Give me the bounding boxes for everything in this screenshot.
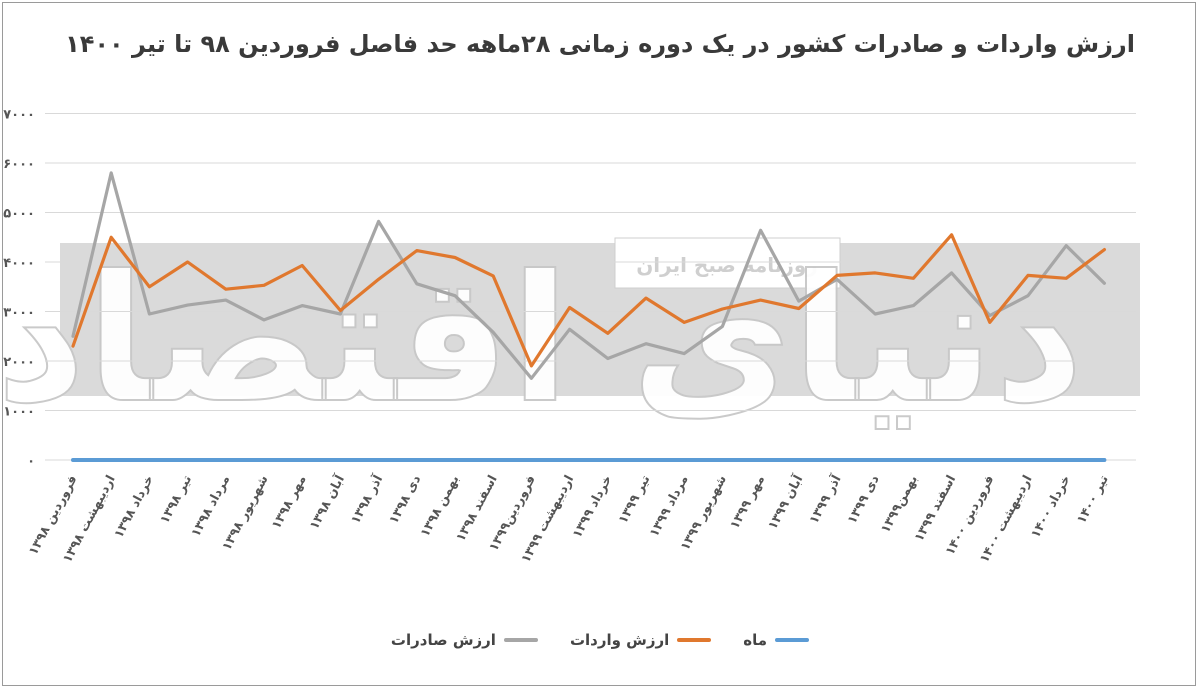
x-tick-label: تیر ۱۴۰۰: [1073, 472, 1111, 525]
y-tick-label: ۳۰۰۰: [3, 306, 35, 321]
y-tick-label: ۰: [27, 454, 35, 469]
y-tick-label: ۱۰۰۰: [3, 405, 35, 420]
series-line-imports: [71, 233, 1107, 368]
y-axis-ticks: ۰ ۱۰۰۰ ۲۰۰۰ ۳۰۰۰ ۴۰۰۰ ۵۰۰۰ ۶۰۰۰ ۷۰۰۰: [3, 108, 35, 470]
watermark-band: [60, 243, 1140, 396]
x-tick-label: خرداد ۱۳۹۹: [569, 472, 615, 540]
series-lines: [71, 171, 1107, 462]
y-tick-label: ۴۰۰۰: [3, 256, 35, 271]
series-line-exports: [71, 171, 1107, 380]
legend-swatch: [503, 638, 538, 642]
legend-item: ماه: [743, 631, 810, 649]
x-tick-label: آبان ۱۳۹۸: [306, 472, 347, 532]
chart-title: ارزش واردات و صادرات کشور در یک دوره زما…: [65, 30, 1135, 58]
x-tick-label: مهر ۱۳۹۹: [726, 472, 767, 531]
legend-label: ارزش صادرات: [390, 631, 496, 649]
legend-item: ارزش صادرات: [391, 631, 538, 649]
legend-label: ماه: [743, 631, 768, 649]
x-tick-label: خرداد ۱۴۰۰: [1027, 472, 1073, 540]
x-tick-label: بهمن ۱۳۹۸: [417, 472, 462, 539]
legend-swatch: [677, 638, 712, 642]
legend-item: ارزش واردات: [569, 631, 712, 649]
watermark-banner: [614, 237, 841, 289]
x-tick-label: مرداد ۱۳۹۹: [646, 472, 691, 539]
x-tick-label: دی ۱۳۹۸: [385, 472, 423, 526]
x-tick-label: آذر ۱۳۹۸: [347, 472, 385, 526]
x-tick-label: دی ۱۳۹۹: [844, 472, 882, 526]
legend-swatch: [775, 638, 810, 642]
x-tick-label: خرداد ۱۳۹۸: [111, 472, 157, 540]
watermark-logo: دنیای اقتصاد: [0, 239, 1084, 442]
y-tick-label: ۶۰۰۰: [3, 157, 35, 172]
y-tick-label: ۷۰۰۰: [3, 108, 35, 123]
x-tick-label: بهمن۱۳۹۹: [877, 472, 920, 535]
y-tick-label: ۲۰۰۰: [3, 355, 35, 370]
y-tick-label: ۵۰۰۰: [3, 207, 35, 222]
x-tick-label: آبان ۱۳۹۹: [764, 472, 805, 532]
legend-label: ارزش واردات: [569, 631, 670, 649]
legend: ماه ارزش واردات ارزش صادرات: [0, 631, 1200, 649]
x-tick-label: تیر ۱۳۹۹: [615, 472, 653, 525]
x-tick-label: تیر ۱۳۹۸: [156, 472, 194, 525]
x-tick-label: مهر ۱۳۹۸: [268, 472, 309, 531]
x-tick-label: مرداد ۱۳۹۸: [188, 472, 233, 539]
watermark-banner-text: روزنامه صبح ایران: [636, 253, 818, 277]
x-tick-label: آذر ۱۳۹۹: [806, 472, 844, 526]
